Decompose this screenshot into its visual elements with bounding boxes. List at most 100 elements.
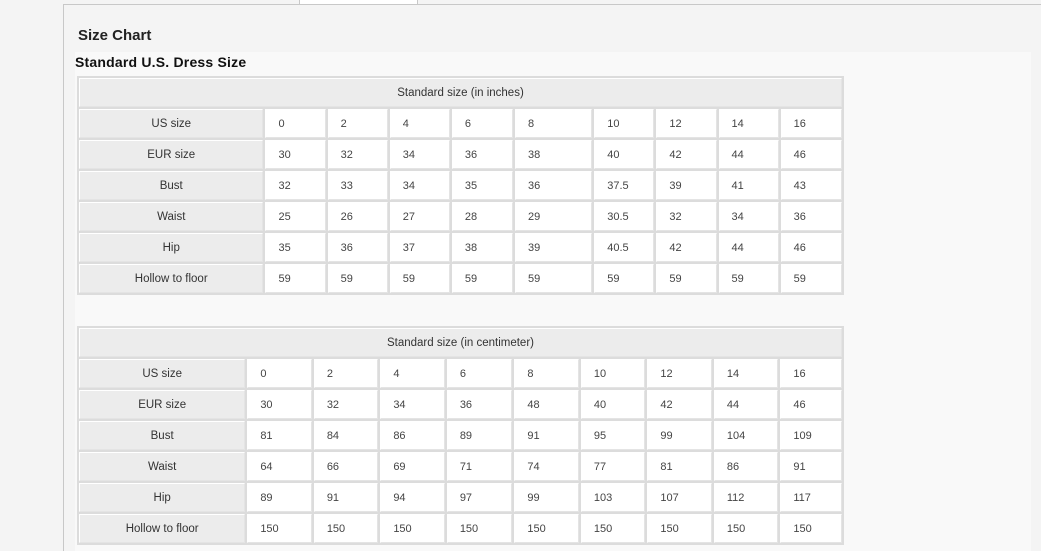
table-cell: 39 xyxy=(515,233,593,262)
row-label: EUR size xyxy=(79,390,246,419)
table-cell: 27 xyxy=(389,202,450,231)
table-row: Hollow to floor 150 150 150 150 150 150 150 150 1… xyxy=(79,514,842,543)
table-cell: 42 xyxy=(656,140,717,169)
table-cell: 91 xyxy=(780,452,842,481)
table-cell: 25 xyxy=(265,202,326,231)
table-cell: 150 xyxy=(514,514,579,543)
table-cell: 36 xyxy=(515,171,593,200)
table-cell: 43 xyxy=(780,171,842,200)
table-cell: 95 xyxy=(580,421,646,450)
table-cell: 40.5 xyxy=(594,233,655,262)
table-cell: 71 xyxy=(446,452,513,481)
table-cell: 34 xyxy=(389,171,450,200)
table-cell: 84 xyxy=(313,421,379,450)
table-cell: 8 xyxy=(514,359,579,388)
row-label: EUR size xyxy=(79,140,264,169)
table-row: Waist 25 26 27 28 29 30.5 32 34 36 xyxy=(79,202,842,231)
table-cell: 59 xyxy=(656,264,717,293)
table-row: Bust 32 33 34 35 36 37.5 39 41 43 xyxy=(79,171,842,200)
table-cell: 40 xyxy=(580,390,646,419)
table-cell: 81 xyxy=(247,421,312,450)
table-cell: 97 xyxy=(446,483,513,512)
table-cell: 46 xyxy=(780,233,842,262)
table-cell: 26 xyxy=(327,202,388,231)
table-cell: 39 xyxy=(656,171,717,200)
table-row: Hip 35 36 37 38 39 40.5 42 44 46 xyxy=(79,233,842,262)
table-row: Waist 64 66 69 71 74 77 81 86 91 xyxy=(79,452,842,481)
table-cell: 36 xyxy=(780,202,842,231)
table-cell: 30.5 xyxy=(594,202,655,231)
table-cell: 38 xyxy=(451,233,514,262)
table-cell: 16 xyxy=(780,359,842,388)
tab-active[interactable] xyxy=(299,0,418,4)
table-cell: 64 xyxy=(247,452,312,481)
table-cell: 150 xyxy=(780,514,842,543)
table-cell: 6 xyxy=(451,109,514,138)
table-row: US size 0 2 4 6 8 10 12 14 16 xyxy=(79,109,842,138)
table-cell: 44 xyxy=(718,233,779,262)
section-title: Standard U.S. Dress Size xyxy=(75,54,247,70)
table-cell: 37 xyxy=(389,233,450,262)
table-cell: 89 xyxy=(446,421,513,450)
table-cell: 66 xyxy=(313,452,379,481)
row-label: Bust xyxy=(79,421,246,450)
table-cell: 104 xyxy=(713,421,779,450)
table-cell: 30 xyxy=(247,390,312,419)
table-cell: 4 xyxy=(380,359,445,388)
table-cell: 91 xyxy=(514,421,579,450)
table-cell: 8 xyxy=(515,109,593,138)
table-cell: 89 xyxy=(247,483,312,512)
table-cell: 150 xyxy=(247,514,312,543)
table-row: US size 0 2 4 6 8 10 12 14 16 xyxy=(79,359,842,388)
table-cell: 46 xyxy=(780,140,842,169)
table-cell: 109 xyxy=(780,421,842,450)
table-cell: 41 xyxy=(718,171,779,200)
table-cell: 36 xyxy=(327,233,388,262)
table-row: Hollow to floor 59 59 59 59 59 59 59 59 59 xyxy=(79,264,842,293)
table-row: EUR size 30 32 34 36 48 40 42 44 46 xyxy=(79,390,842,419)
table-cell: 150 xyxy=(313,514,379,543)
table-cell: 59 xyxy=(780,264,842,293)
table-cell: 150 xyxy=(446,514,513,543)
table-cell: 150 xyxy=(380,514,445,543)
table-caption: Standard size (in inches) xyxy=(79,78,842,107)
table-cell: 42 xyxy=(656,233,717,262)
table-cell: 14 xyxy=(713,359,779,388)
table-cell: 0 xyxy=(265,109,326,138)
table-cell: 86 xyxy=(713,452,779,481)
size-table-inches: Standard size (in inches) US size 0 2 4 6 8 10 1… xyxy=(77,76,844,295)
table-row: Bust 81 84 86 89 91 95 99 104 109 xyxy=(79,421,842,450)
row-label: US size xyxy=(79,359,246,388)
table-cell: 77 xyxy=(580,452,646,481)
table-cell: 35 xyxy=(451,171,514,200)
table-cell: 46 xyxy=(780,390,842,419)
table-cell: 10 xyxy=(594,109,655,138)
table-cell: 103 xyxy=(580,483,646,512)
row-label: US size xyxy=(79,109,264,138)
table-cell: 35 xyxy=(265,233,326,262)
table-cell: 59 xyxy=(515,264,593,293)
table-cell: 36 xyxy=(446,390,513,419)
panel-border xyxy=(63,4,64,551)
table-cell: 37.5 xyxy=(594,171,655,200)
table-cell: 91 xyxy=(313,483,379,512)
table-cell: 86 xyxy=(380,421,445,450)
table-cell: 94 xyxy=(380,483,445,512)
table-cell: 117 xyxy=(780,483,842,512)
table-cell: 44 xyxy=(718,140,779,169)
table-cell: 34 xyxy=(389,140,450,169)
table-cell: 59 xyxy=(389,264,450,293)
table-cell: 2 xyxy=(313,359,379,388)
table-cell: 34 xyxy=(718,202,779,231)
table-cell: 74 xyxy=(514,452,579,481)
table-caption: Standard size (in centimeter) xyxy=(79,328,842,357)
table-cell: 59 xyxy=(718,264,779,293)
table-cell: 12 xyxy=(656,109,717,138)
row-label: Hip xyxy=(79,233,264,262)
table-cell: 112 xyxy=(713,483,779,512)
row-label: Hollow to floor xyxy=(79,514,246,543)
table-cell: 150 xyxy=(647,514,712,543)
table-cell: 32 xyxy=(327,140,388,169)
table-cell: 6 xyxy=(446,359,513,388)
table-row: EUR size 30 32 34 36 38 40 42 44 46 xyxy=(79,140,842,169)
